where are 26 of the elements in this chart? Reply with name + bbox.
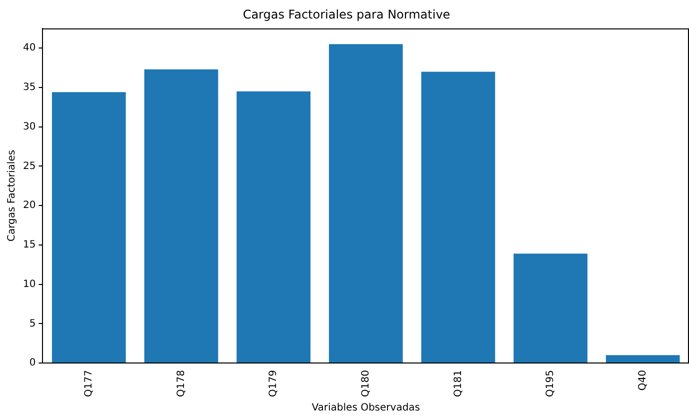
bar: [421, 72, 496, 363]
y-tick-label: 15: [22, 240, 36, 251]
y-tick-label: 40: [22, 42, 36, 54]
y-tick-label: 10: [22, 278, 36, 290]
x-tick-label: Q179: [268, 370, 280, 398]
bar: [328, 44, 403, 363]
y-tick-label: 5: [29, 318, 36, 330]
x-tick-label: Q40: [637, 370, 648, 391]
y-axis-title: Cargas Factoriales: [6, 150, 18, 242]
bar: [52, 92, 126, 363]
x-tick-label: Q195: [545, 370, 556, 398]
y-tick-label: 0: [29, 358, 36, 369]
x-axis-title: Variables Observadas: [312, 402, 420, 414]
y-tick-label: 25: [22, 160, 36, 172]
y-tick-label: 30: [22, 121, 36, 132]
chart-title: Cargas Factoriales para Normative: [242, 7, 450, 22]
x-tick-label: Q181: [452, 370, 464, 398]
x-tick-label: Q177: [83, 370, 94, 398]
y-tick-label: 35: [22, 82, 36, 94]
y-tick-label: 20: [22, 200, 36, 212]
bar: [514, 254, 588, 363]
bar: [144, 69, 218, 363]
bar: [236, 91, 310, 363]
bar: [606, 355, 680, 363]
x-tick-label: Q180: [360, 370, 372, 398]
x-tick-label: Q178: [176, 370, 187, 398]
